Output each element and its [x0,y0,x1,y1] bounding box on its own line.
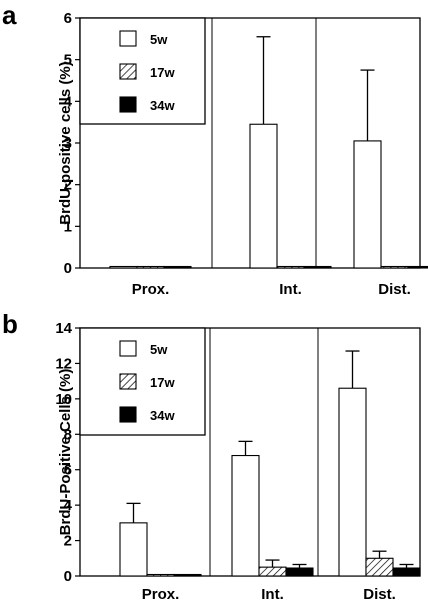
legend-box [79,17,206,125]
y-axis-label: BrdU-Positive Cells (%) [57,369,74,536]
bar-34w-prox [173,573,202,577]
legend-swatch-34w [119,406,137,423]
legend-label-17w: 17w [150,65,175,80]
y-axis-label: BrdU-positive cells (%) [57,61,74,224]
legend-swatch-17w [119,63,137,80]
y-tick-label: 1 [64,218,72,235]
category-label: Int. [279,281,302,298]
y-tick-label: 6 [64,10,72,27]
y-tick-label: 5 [64,52,72,69]
y-tick-label: 8 [64,426,72,443]
category-label: Prox. [132,281,170,298]
chart-panel-b: 0 2 4 6 8 10 12 14 BrdU-Positive Cells (%) Prox. I… [55,320,421,603]
legend-swatch-5w [119,30,137,47]
panel-label-b: b [2,309,18,339]
bar-17w-prox [146,573,175,577]
y-tick-label: 6 [64,462,72,479]
panel-label-a: a [2,0,17,30]
category-label: Dist. [363,586,396,603]
bar-5w-int [249,123,278,269]
legend-label-5w: 5w [150,32,168,47]
y-tick-label: 2 [64,177,72,194]
legend-box [79,327,206,436]
chart-panel-a: 0 1 2 3 4 5 6 BrdU-positive cells (%) Prox. Int. D… [57,10,428,298]
category-label: Dist. [378,281,411,298]
bar-34w-int [303,265,332,269]
y-tick-label: 4 [64,93,73,110]
legend-label-5w: 5w [150,342,168,357]
y-tick-label: 0 [64,568,72,585]
y-tick-label: 14 [55,320,72,337]
bar-34w-int [285,567,314,577]
legend-label-34w: 34w [150,98,175,113]
bar-5w-dist [353,140,382,269]
bar-34w-prox [163,265,192,269]
y-tick-label: 12 [55,355,72,372]
y-tick-label: 3 [64,135,72,152]
bar-17w-dist [380,265,409,269]
bar-17w-int [258,566,287,577]
y-tick-label: 2 [64,533,72,550]
bar-34w-dist [392,567,421,577]
category-label: Prox. [142,586,180,603]
legend-label-17w: 17w [150,375,175,390]
bar-34w-dist [407,265,428,269]
bar-17w-prox [136,265,165,269]
category-label: Int. [261,586,284,603]
y-tick-label: 4 [64,497,73,514]
bar-17w-int [276,265,305,269]
legend-label-34w: 34w [150,408,175,423]
y-tick-label: 10 [55,391,72,408]
legend-swatch-17w [119,373,137,390]
bar-5w-prox [119,522,148,577]
bar-5w-dist [338,387,367,577]
bar-5w-prox [109,265,138,269]
legend-swatch-5w [119,340,137,357]
y-tick-label: 0 [64,260,72,277]
bar-5w-int [231,454,260,577]
legend-swatch-34w [119,96,137,113]
bar-17w-dist [365,557,394,577]
